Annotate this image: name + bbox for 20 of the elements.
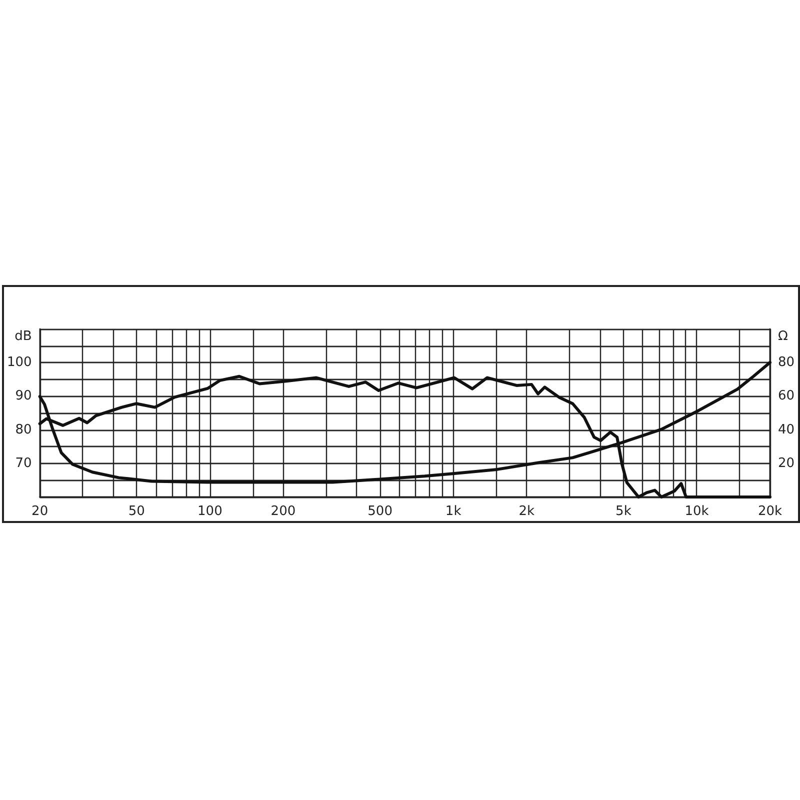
y2-tick-label: 20 xyxy=(778,456,795,471)
x-tick-label: 1k xyxy=(445,504,462,519)
x-tick-label: 20 xyxy=(32,504,48,519)
y2-tick-label: 80 xyxy=(778,355,795,370)
y-tick-label: 100 xyxy=(6,355,32,370)
x-tick-label: 100 xyxy=(198,504,222,519)
y2-tick-label: 60 xyxy=(778,388,795,404)
y-tick-label: 70 xyxy=(15,456,32,471)
y2-axis-title: Ω xyxy=(778,329,788,344)
y-tick-label: 90 xyxy=(15,388,32,404)
y-axis-title: dB xyxy=(14,329,32,344)
x-tick-label: 5k xyxy=(616,504,632,519)
y-tick-label: 80 xyxy=(15,422,32,438)
x-tick-label: 50 xyxy=(128,504,145,519)
x-tick-label: 10k xyxy=(684,504,710,519)
x-tick-label: 2k xyxy=(518,504,535,519)
x-tick-label: 20k xyxy=(758,504,783,519)
y2-tick-label: 40 xyxy=(778,422,795,438)
x-tick-label: 200 xyxy=(270,504,296,519)
x-tick-label: 500 xyxy=(368,504,392,519)
